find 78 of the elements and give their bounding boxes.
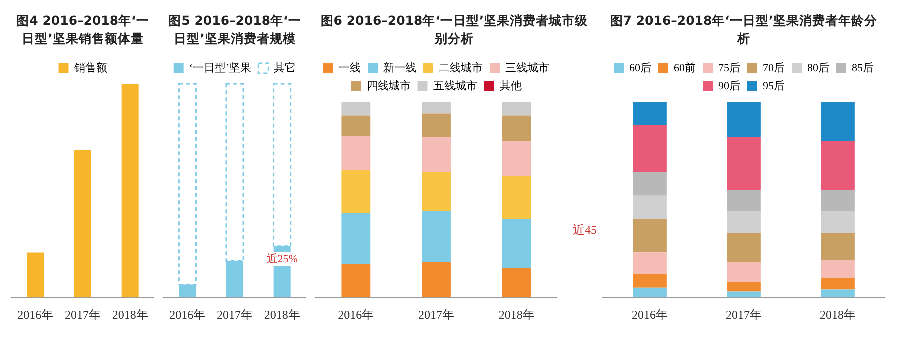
bar [422, 137, 451, 172]
bar [422, 114, 451, 138]
legend-label: 三线城市 [506, 61, 550, 74]
bar [727, 292, 761, 298]
chart-title: 图5 2016–2018年‘一日型’坚果消费者规模 [168, 12, 302, 48]
x-tick-label: 2016年 [338, 308, 374, 322]
bar [633, 102, 667, 126]
legend-label: 70后 [763, 61, 785, 74]
bar [502, 116, 532, 142]
x-tick-label: 2017年 [726, 308, 762, 322]
legend-label: 80后 [808, 61, 830, 74]
legend-label: 95后 [763, 79, 785, 92]
bar [633, 219, 667, 253]
chart-title: 图7 2016–2018年‘一日型’坚果消费者年龄分析 [609, 12, 879, 48]
bar [633, 288, 667, 298]
bar [821, 141, 855, 190]
x-tick-label: 2016年 [170, 308, 206, 322]
bar [502, 268, 532, 298]
x-tick-label: 2017年 [217, 308, 253, 322]
bar [342, 102, 371, 116]
bar [342, 116, 371, 136]
x-tick-label: 2018年 [820, 308, 856, 322]
x-tick-label: 2016年 [18, 308, 54, 322]
bar [422, 212, 451, 262]
legend-label: 60前 [674, 62, 696, 74]
annotation: 近25% [266, 252, 298, 266]
bar [821, 290, 855, 298]
bar [633, 196, 667, 220]
legend-label: 75后 [718, 61, 740, 74]
bar [727, 262, 761, 282]
bar [727, 137, 761, 190]
text: 近45 [573, 222, 597, 239]
x-tick-label: 2017年 [65, 308, 101, 322]
bar [342, 136, 371, 170]
legend-label: 五线城市 [433, 79, 478, 92]
legend-label: 销售额 [73, 61, 108, 74]
legend-label: ‘一日型’坚果 [189, 62, 252, 74]
legend-label: 60后 [630, 61, 652, 74]
bar [342, 264, 371, 298]
bar [727, 102, 761, 138]
bar [821, 190, 855, 212]
bar [502, 176, 532, 220]
bar [422, 102, 451, 114]
bar [633, 274, 667, 288]
legend-label: 其他 [500, 79, 522, 92]
legend-label: 新一线 [384, 61, 416, 74]
bar [342, 170, 371, 214]
bar [502, 141, 532, 176]
bar [821, 102, 855, 142]
x-tick-label: 2016年 [632, 308, 668, 322]
bar [422, 262, 451, 298]
bar [342, 213, 371, 264]
chart-title: 图6 2016–2018年‘一日型’坚果消费者城市级别分析 [320, 12, 590, 48]
legend-label: 一线 [339, 61, 361, 74]
chart-title: 图4 2016–2018年‘一日型’坚果销售额体量 [16, 12, 150, 48]
bar [502, 102, 532, 116]
x-tick-label: 2018年 [498, 308, 535, 322]
bar [633, 125, 667, 172]
legend-label: 四线城市 [366, 79, 411, 92]
bar [502, 219, 532, 268]
legend-label: 90后 [718, 79, 740, 92]
bar [727, 282, 761, 292]
x-tick-label: 2017年 [418, 308, 454, 322]
bar [727, 190, 761, 212]
bar [821, 278, 855, 290]
bar [633, 252, 667, 274]
x-tick-label: 2018年 [112, 308, 148, 322]
bar [633, 172, 667, 196]
bar [821, 233, 855, 260]
legend-label: 二线城市 [439, 61, 483, 74]
bar [821, 260, 855, 278]
bar [821, 212, 855, 234]
legend-label: 85后 [852, 61, 874, 74]
x-tick-label: 2018年 [264, 308, 300, 322]
bar [422, 172, 451, 212]
bar [727, 233, 761, 262]
legend-label: 其它 [274, 61, 296, 74]
bar [727, 212, 761, 234]
